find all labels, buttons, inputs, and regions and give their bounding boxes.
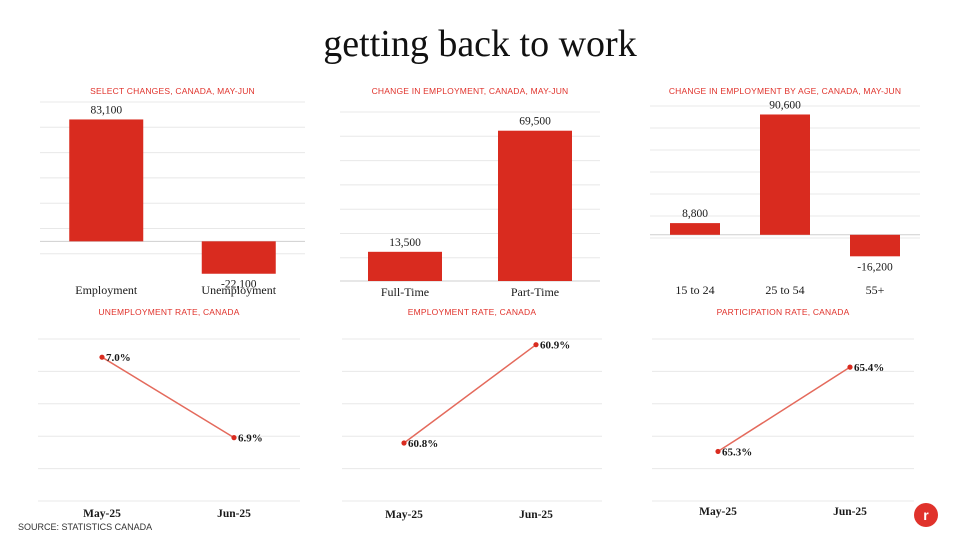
chart-panel-participation-rate: PARTICIPATION RATE, CANADA 65.3% May-25 65… — [652, 307, 914, 522]
x-tick-label: May-25 — [699, 506, 737, 518]
data-label: 60.8% — [408, 438, 438, 450]
data-point — [99, 354, 105, 360]
data-label: 65.4% — [854, 362, 884, 374]
chart-title: SELECT CHANGES, CANADA, MAY-JUN — [90, 86, 255, 96]
series-line — [101, 356, 235, 439]
bar — [368, 251, 442, 281]
x-tick-label: Jun-25 — [833, 506, 867, 518]
chart-title: UNEMPLOYMENT RATE, CANADA — [98, 307, 240, 317]
bar — [201, 241, 276, 274]
brand-logo: r — [914, 503, 938, 527]
chart-employment-rate: 60.8% May-25 60.9% Jun-25 — [342, 338, 602, 521]
data-label: 60.9% — [540, 340, 570, 352]
category-label: Full-Time — [381, 285, 429, 298]
page-title: getting back to work — [323, 23, 637, 65]
data-label: -22,100 — [221, 279, 257, 291]
chart-title: CHANGE IN EMPLOYMENT, CANADA, MAY-JUN — [371, 86, 569, 96]
chart-title: CHANGE IN EMPLOYMENT BY AGE, CANADA, MAY… — [668, 86, 902, 96]
category-label: Employment — [75, 283, 138, 297]
x-tick-label: Jun-25 — [519, 509, 553, 521]
chart-panel-select-changes: SELECT CHANGES, CANADA, MAY-JUN 83,100 Em… — [40, 86, 305, 298]
x-tick-label: Jun-25 — [217, 508, 251, 520]
category-label: 55+ — [866, 283, 885, 297]
bar — [850, 234, 900, 257]
chart-title: PARTICIPATION RATE, CANADA — [716, 307, 850, 317]
chart-participation-rate: 65.3% May-25 65.4% Jun-25 — [652, 338, 914, 518]
data-label: 8,800 — [682, 208, 708, 220]
bar — [760, 114, 810, 235]
data-label: 13,500 — [389, 237, 421, 249]
chart-panel-employment-change: CHANGE IN EMPLOYMENT, CANADA, MAY-JUN 13… — [340, 86, 600, 298]
data-label: -16,200 — [857, 261, 893, 273]
chart-panel-employment-by-age: CHANGE IN EMPLOYMENT BY AGE, CANADA, MAY… — [650, 86, 920, 298]
data-point — [533, 342, 539, 348]
source-note: SOURCE: STATISTICS CANADA — [18, 522, 153, 532]
data-point — [847, 364, 853, 370]
bar — [69, 119, 144, 242]
x-tick-label: May-25 — [385, 509, 423, 521]
category-label: Part-Time — [511, 285, 559, 298]
chart-unemployment-rate: 7.0% May-25 6.9% Jun-25 — [38, 338, 300, 520]
chart-panel-unemployment-rate: UNEMPLOYMENT RATE, CANADA 7.0% May-25 6.9%… — [38, 307, 300, 522]
series-line — [403, 344, 537, 444]
bar — [498, 130, 572, 281]
category-label: 15 to 24 — [675, 283, 714, 297]
category-label: 25 to 54 — [765, 283, 804, 297]
data-point — [715, 448, 721, 455]
series-line — [717, 366, 851, 453]
data-label: 6.9% — [238, 433, 263, 445]
data-label: 83,100 — [90, 104, 122, 116]
chart-panel-employment-rate: EMPLOYMENT RATE, CANADA 60.8% May-25 60.9%… — [342, 307, 602, 522]
data-point — [231, 435, 237, 441]
bar — [670, 223, 720, 235]
data-label: 90,600 — [769, 99, 801, 111]
category-label: Unemployment — [201, 283, 276, 297]
data-label: 69,500 — [519, 116, 551, 128]
chart-title: EMPLOYMENT RATE, CANADA — [407, 307, 537, 317]
data-label: 65.3% — [722, 446, 752, 458]
data-label: 7.0% — [106, 352, 131, 364]
data-point — [401, 440, 407, 446]
chart-employment-change: 13,500 Full-Time 69,500 Part-Time — [340, 111, 600, 298]
chart-employment-by-age: 8,800 15 to 24 90,600 25 to 54 -16,200 55+ — [650, 99, 920, 297]
x-tick-label: May-25 — [83, 508, 121, 520]
